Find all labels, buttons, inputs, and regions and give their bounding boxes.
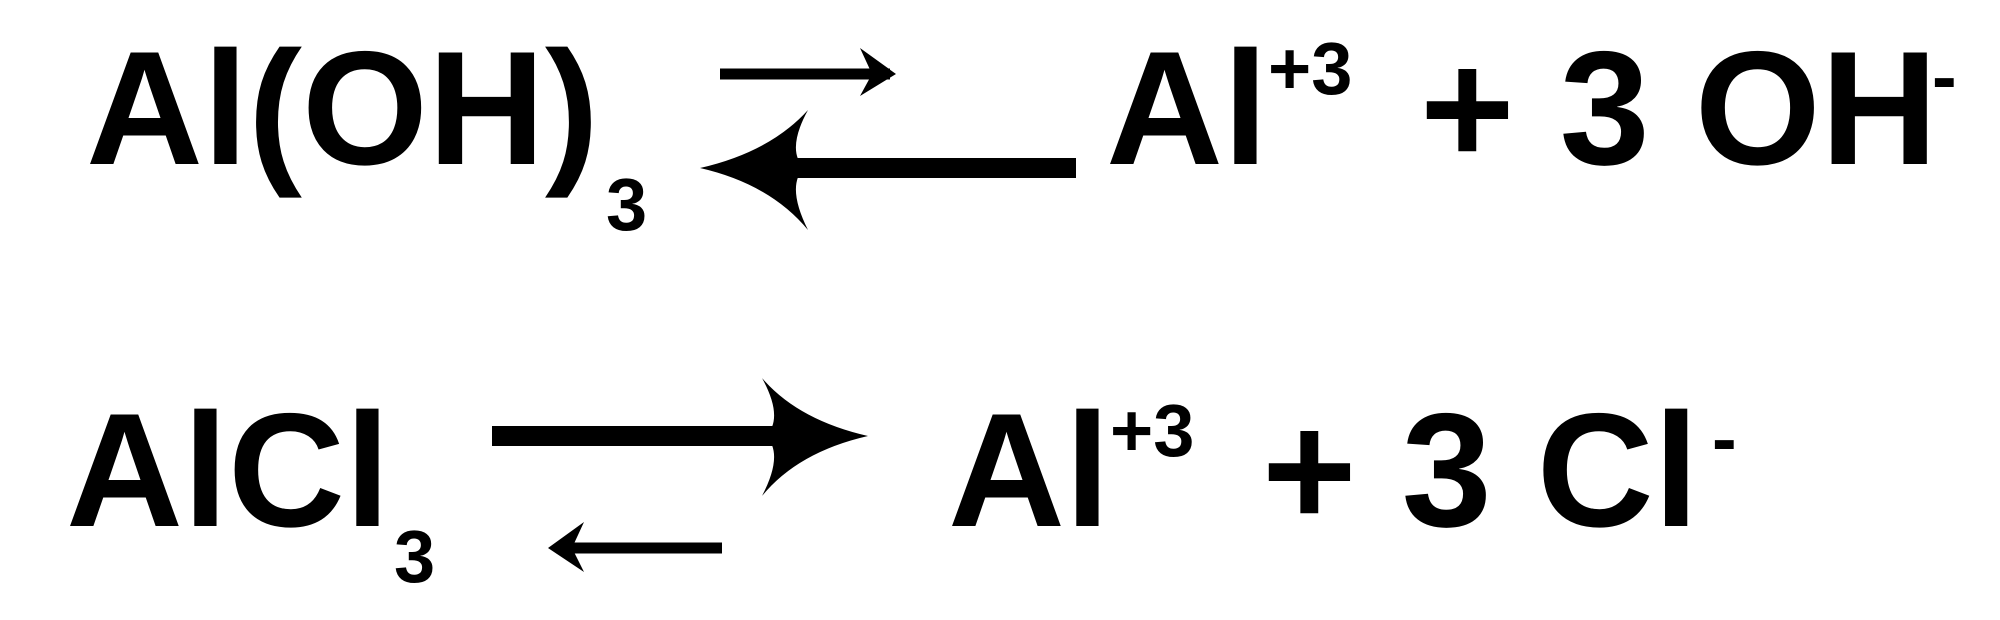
equilibrium-arrows-forward-favored-icon <box>492 378 868 572</box>
reverse-arrowhead <box>700 110 808 230</box>
product-counterion: + 3 OH <box>1420 18 1938 199</box>
forward-arrowhead <box>860 48 896 96</box>
reactant-subscript: 3 <box>394 515 436 598</box>
product-counterion: + 3 Cl <box>1262 380 1699 561</box>
product-ion: Al <box>948 380 1110 561</box>
counterion-charge: - <box>1712 397 1737 480</box>
counterion-charge: - <box>1932 35 1957 118</box>
reactant-subscript: 3 <box>606 163 648 246</box>
forward-arrowhead <box>762 378 868 496</box>
reactant-formula: AlCl <box>66 380 390 561</box>
product-ion-charge: +3 <box>1268 27 1353 110</box>
reactant-formula: Al(OH) <box>86 18 599 199</box>
reverse-arrowhead <box>548 522 584 572</box>
equation-aluminum-chloride: AlCl 3 Al +3 + 3 Cl - <box>0 330 2000 616</box>
product-ion-charge: +3 <box>1110 389 1195 472</box>
equilibrium-arrows-reverse-favored-icon <box>700 48 1076 230</box>
equation-aluminum-hydroxide: Al(OH) 3 Al +3 + 3 OH - <box>0 0 2000 300</box>
product-ion: Al <box>1106 18 1268 199</box>
